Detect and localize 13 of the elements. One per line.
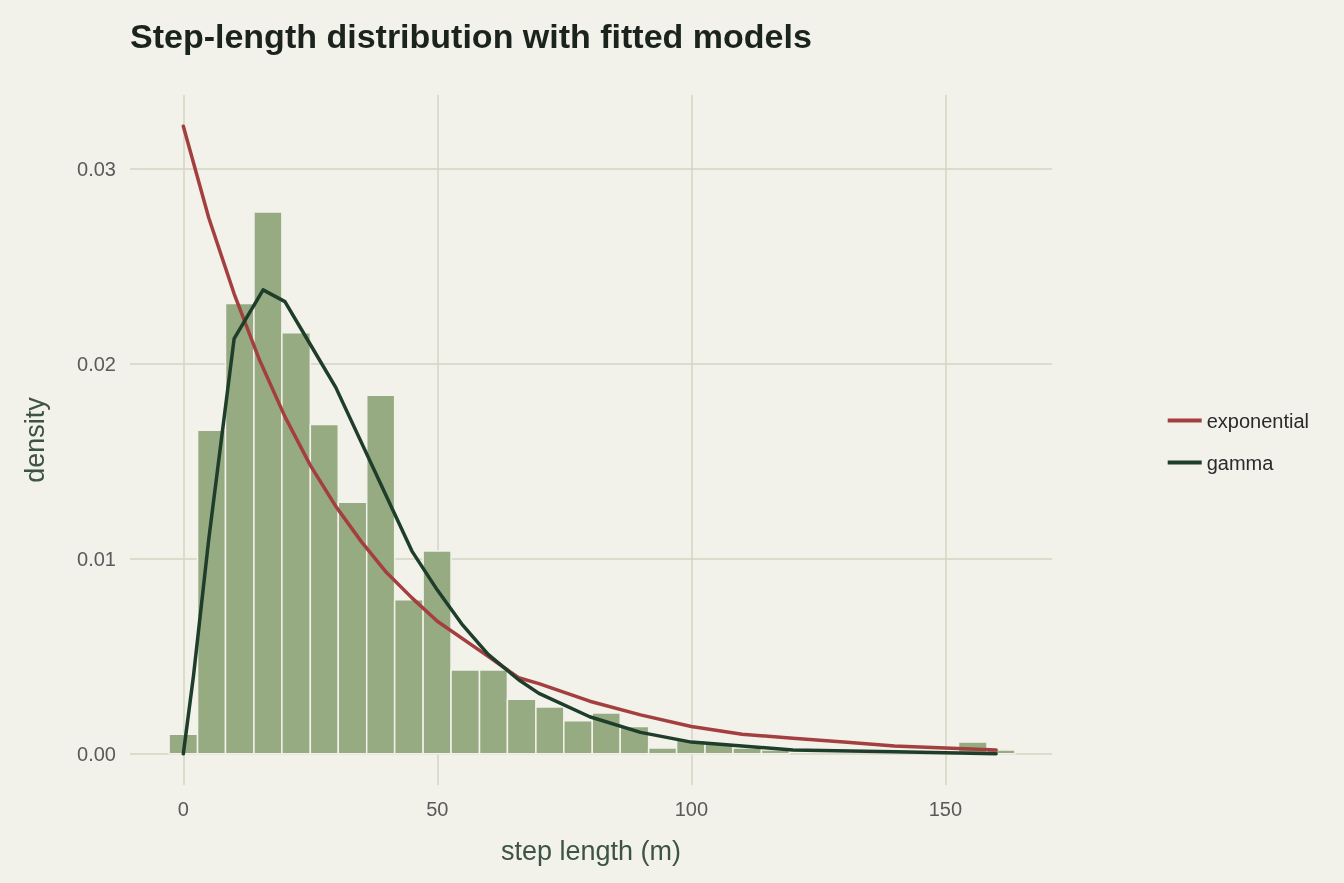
legend-label: exponential — [1206, 409, 1310, 432]
x-tick-label: 100 — [674, 798, 709, 820]
legend-label: gamma — [1206, 451, 1275, 474]
x-tick-label: 150 — [928, 798, 963, 820]
chart-title: Step-length distribution with fitted models — [130, 17, 812, 55]
y-tick-label: 0.03 — [77, 158, 116, 181]
x-tick-label: 0 — [177, 798, 189, 820]
y-tick-label: 0.00 — [77, 742, 116, 765]
y-axis-title: density — [19, 396, 50, 483]
y-tick-label: 0.01 — [77, 547, 116, 570]
x-tick-label: 50 — [426, 798, 449, 820]
y-tick-label: 0.02 — [77, 352, 116, 375]
x-axis-title: step length (m) — [500, 835, 682, 866]
